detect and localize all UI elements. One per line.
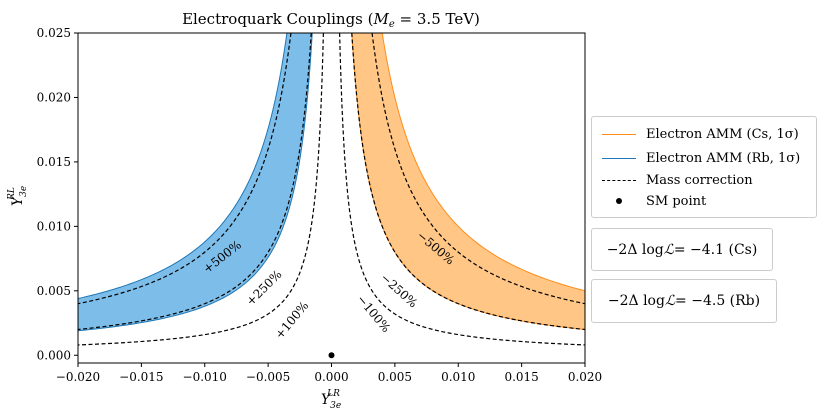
legend-label-mass: Mass correction bbox=[646, 172, 753, 188]
legend-label-rb: Electron AMM (Rb, 1σ) bbox=[646, 150, 801, 166]
curve-label-2: +100% bbox=[272, 299, 311, 342]
likelihood-value-cs: = −4.1 (Cs) bbox=[673, 241, 758, 258]
mass-curve-3 bbox=[339, 33, 585, 346]
legend-entry-rb: Electron AMM (Rb, 1σ) bbox=[602, 149, 800, 167]
y-tick-label: 0.005 bbox=[37, 284, 71, 298]
sm-point-marker bbox=[328, 352, 335, 359]
y-axis-label: Y3eRL bbox=[7, 186, 29, 206]
legend-entry-mass: Mass correction bbox=[602, 171, 753, 189]
x-tick-label: 0.015 bbox=[504, 370, 538, 384]
mass-curve-1 bbox=[78, 33, 312, 331]
legend-swatch-rb bbox=[602, 157, 636, 159]
likelihood-script-cs: ℒ bbox=[663, 241, 674, 258]
y-tick-label: 0.000 bbox=[37, 348, 71, 362]
plot-series-group bbox=[78, 33, 585, 346]
mass-curve-5 bbox=[371, 33, 585, 305]
y-tick-label: 0.010 bbox=[37, 219, 71, 233]
legend-entry-cs: Electron AMM (Cs, 1σ) bbox=[602, 125, 799, 143]
legend-swatch-sm bbox=[602, 198, 636, 204]
chart-title: Electroquark Couplings (Me = 3.5 TeV) bbox=[182, 10, 480, 30]
band-cs bbox=[351, 33, 585, 330]
y-tick-label: 0.015 bbox=[37, 155, 71, 169]
x-tick-label: −0.005 bbox=[246, 370, 290, 384]
x-tick-label: −0.020 bbox=[56, 370, 100, 384]
legend-label-sm: SM point bbox=[646, 193, 707, 209]
y-tick-label: 0.025 bbox=[37, 26, 71, 40]
x-axis-label: Y3eLR bbox=[321, 389, 341, 411]
plot-area: +500%+250%+100%−500%−250%−100%−0.020 −0.0… bbox=[37, 26, 603, 384]
likelihood-prefix-rb: −2Δ log bbox=[607, 293, 665, 309]
x-tick-label: −0.010 bbox=[183, 370, 227, 384]
mass-curve-2 bbox=[78, 33, 292, 305]
mass-curve-4 bbox=[351, 33, 585, 331]
x-tick-label: 0.010 bbox=[441, 370, 475, 384]
x-tick-label: 0.005 bbox=[378, 370, 412, 384]
legend-swatch-cs bbox=[602, 133, 636, 135]
mass-curve-0 bbox=[78, 33, 324, 346]
likelihood-value-rb: = −4.5 (Rb) bbox=[675, 293, 761, 309]
legend: Electron AMM (Cs, 1σ) Electron AMM (Rb, … bbox=[591, 116, 817, 218]
legend-entry-sm: SM point bbox=[602, 192, 706, 210]
band-rb bbox=[78, 33, 313, 332]
legend-swatch-mass bbox=[602, 179, 636, 181]
x-tick-label: 0.020 bbox=[568, 370, 602, 384]
likelihood-box-rb: −2Δ log ℒ = −4.5 (Rb) bbox=[591, 279, 777, 323]
x-tick-label: −0.015 bbox=[119, 370, 163, 384]
legend-label-cs: Electron AMM (Cs, 1σ) bbox=[646, 126, 799, 142]
likelihood-script-rb: ℒ bbox=[664, 293, 676, 309]
y-tick-label: 0.020 bbox=[37, 90, 71, 104]
curve-label-5: −100% bbox=[354, 292, 393, 335]
x-tick-label: 0.000 bbox=[314, 370, 348, 384]
likelihood-prefix-cs: −2Δ log bbox=[606, 241, 664, 258]
likelihood-box-cs: −2Δ log ℒ = −4.1 (Cs) bbox=[591, 228, 773, 271]
